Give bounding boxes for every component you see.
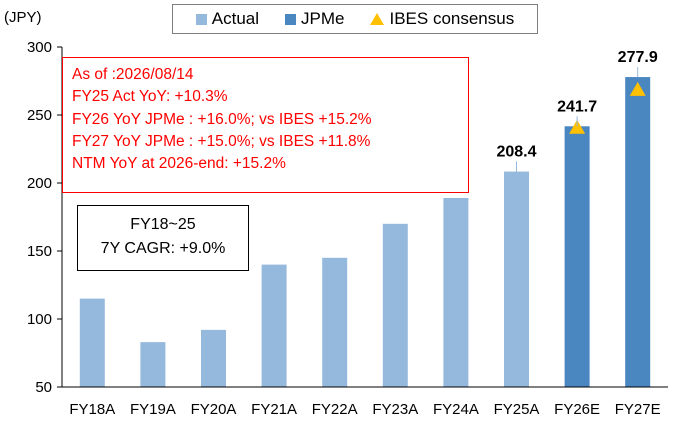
bar-jpme (625, 77, 651, 387)
bar-jpme (564, 126, 590, 388)
x-tick-label: FY19A (130, 401, 176, 418)
bar-actual (504, 171, 529, 387)
ibes-marker (629, 81, 646, 96)
x-tick-label: FY23A (372, 401, 418, 418)
cagr-line: 7Y CAGR: +9.0% (100, 240, 226, 257)
legend-label-actual: Actual (211, 9, 260, 28)
triangle-icon (370, 13, 385, 25)
legend: Actual JPMe IBES consensus (172, 4, 538, 34)
cagr-note: FY18~25 7Y CAGR: +9.0% (77, 205, 249, 271)
x-tick-label: FY22A (312, 401, 358, 418)
legend-swatch-jpme (285, 13, 297, 25)
x-tick-label: FY18A (69, 401, 115, 418)
bar-actual (201, 329, 226, 387)
cagr-line: FY18~25 (130, 216, 196, 233)
y-tick-label: 250 (27, 107, 52, 124)
summary-line: FY27 YoY JPMe : +15.0%; vs IBES +11.8% (72, 132, 371, 150)
legend-item-ibes: IBES consensus (370, 9, 514, 29)
bar-actual (140, 342, 166, 387)
legend-item-actual: Actual (195, 9, 260, 29)
summary-line: FY26 YoY JPMe : +16.0%; vs IBES +15.2% (72, 110, 372, 128)
y-tick-label: 150 (27, 243, 52, 260)
ibes-markers (569, 81, 646, 134)
summary-note: As of :2026/08/14 FY25 Act YoY: +10.3% F… (62, 57, 469, 193)
y-axis-ticks: 50 100 150 200 250 300 (27, 39, 62, 396)
data-label: 208.4 (496, 144, 536, 161)
x-tick-label: FY20A (191, 401, 237, 418)
x-tick-label: FY21A (251, 401, 297, 418)
legend-item-jpme: JPMe (285, 9, 344, 29)
data-label: 241.7 (557, 98, 597, 115)
bar-actual (322, 257, 348, 387)
y-tick-label: 200 (27, 175, 52, 192)
summary-line: FY25 Act YoY: +10.3% (72, 88, 228, 106)
x-tick-label: FY24A (433, 401, 479, 418)
legend-swatch-actual (195, 13, 207, 25)
data-label: 277.9 (618, 49, 658, 66)
y-tick-label: 50 (35, 379, 52, 396)
bar-actual (261, 264, 287, 387)
legend-label-jpme: JPMe (301, 9, 345, 28)
data-labels: 208.4 241.7 277.9 (496, 49, 658, 172)
y-tick-label: 300 (27, 39, 52, 56)
x-tick-label: FY27E (615, 401, 661, 418)
bars (79, 77, 651, 388)
x-tick-label: FY26E (554, 401, 600, 418)
summary-line: As of :2026/08/14 (72, 66, 194, 83)
bar-actual (382, 223, 408, 387)
y-tick-label: 100 (27, 311, 52, 328)
summary-line: NTM YoY at 2026-end: +15.2% (72, 155, 286, 173)
y-axis-label: (JPY) (4, 9, 42, 26)
x-tick-label: FY25A (494, 401, 540, 418)
x-axis-labels: FY18A FY19A FY20A FY21A FY22A FY23A FY24A FY25A… (69, 401, 660, 418)
ibes-marker (569, 119, 586, 134)
bar-actual (443, 197, 469, 387)
bar-actual (79, 298, 105, 387)
legend-label-ibes: IBES consensus (389, 9, 515, 28)
